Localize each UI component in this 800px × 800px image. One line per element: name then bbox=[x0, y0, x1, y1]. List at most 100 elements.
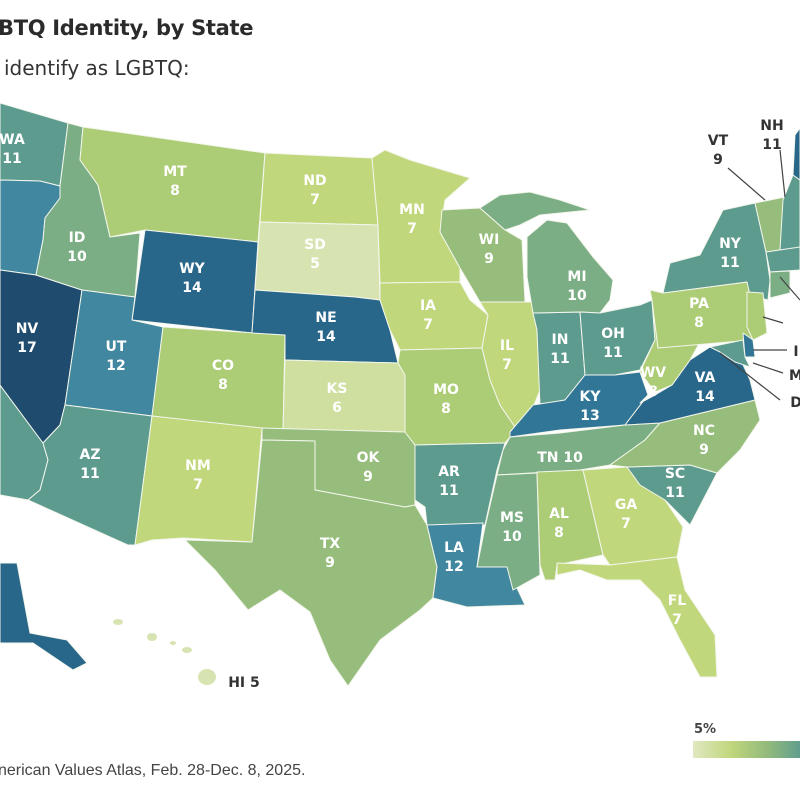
label-ne-abbr: NE bbox=[315, 310, 336, 326]
state-la[interactable] bbox=[426, 522, 526, 608]
label-la-abbr: LA bbox=[444, 540, 464, 556]
label-ia-abbr: IA bbox=[420, 298, 436, 314]
label-nv-abbr: NV bbox=[16, 321, 39, 337]
label-nm-abbr: NM bbox=[185, 458, 211, 474]
label-ga-value: 7 bbox=[621, 516, 631, 532]
label-pa-abbr: PA bbox=[689, 296, 709, 312]
cutoff-label: M bbox=[789, 368, 800, 384]
label-wy-value: 14 bbox=[182, 280, 202, 296]
label-wy-abbr: WY bbox=[179, 261, 205, 277]
state-fl[interactable] bbox=[556, 556, 718, 678]
source-note: nerican Values Atlas, Feb. 28-Dec. 8, 20… bbox=[0, 762, 306, 779]
label-nc-value: 9 bbox=[699, 442, 709, 458]
state-me[interactable] bbox=[792, 127, 800, 181]
label-ks-value: 6 bbox=[332, 400, 342, 416]
label-vt-value: 9 bbox=[713, 152, 723, 168]
label-wa-value: 11 bbox=[2, 151, 21, 167]
label-wi-value: 9 bbox=[484, 251, 494, 267]
state-hi[interactable] bbox=[198, 669, 216, 685]
label-ar-value: 11 bbox=[439, 483, 458, 499]
label-sd-value: 5 bbox=[310, 256, 320, 272]
label-al-abbr: AL bbox=[549, 506, 569, 522]
leader-line bbox=[779, 149, 786, 198]
label-ut-value: 12 bbox=[106, 358, 125, 374]
label-hi: HI 5 bbox=[228, 675, 260, 691]
label-ok-value: 9 bbox=[363, 469, 373, 485]
state-hi[interactable] bbox=[182, 647, 192, 653]
label-ks-abbr: KS bbox=[327, 381, 348, 397]
map-subtitle: identify as LGBTQ: bbox=[4, 56, 190, 80]
label-ms-value: 10 bbox=[502, 529, 522, 545]
label-oh-abbr: OH bbox=[601, 326, 625, 342]
label-co-abbr: CO bbox=[212, 358, 234, 374]
label-ny-value: 11 bbox=[720, 255, 739, 271]
label-id-value: 10 bbox=[67, 249, 87, 265]
label-la-value: 12 bbox=[444, 559, 463, 575]
label-wa-abbr: WA bbox=[0, 132, 25, 148]
label-az-abbr: AZ bbox=[80, 447, 101, 463]
label-il-value: 7 bbox=[502, 357, 512, 373]
state-nd[interactable] bbox=[259, 152, 379, 226]
legend-min-label: 5% bbox=[694, 722, 717, 737]
label-mo-abbr: MO bbox=[433, 382, 459, 398]
label-wi-abbr: WI bbox=[479, 232, 500, 248]
label-ok-abbr: OK bbox=[357, 450, 381, 466]
label-ny-abbr: NY bbox=[719, 236, 742, 252]
label-il-abbr: IL bbox=[500, 338, 514, 354]
state-ct[interactable] bbox=[769, 270, 791, 299]
label-va-value: 14 bbox=[695, 389, 715, 405]
map-title: BTQ Identity, by State bbox=[0, 16, 254, 40]
leader-line bbox=[762, 316, 784, 324]
label-nm-value: 7 bbox=[193, 477, 203, 493]
label-mt-value: 8 bbox=[170, 183, 180, 199]
label-tx-value: 9 bbox=[325, 555, 335, 571]
state-md[interactable] bbox=[709, 339, 751, 368]
state-nh[interactable] bbox=[779, 174, 800, 251]
label-ar-abbr: AR bbox=[438, 464, 460, 480]
label-mn-value: 7 bbox=[407, 221, 417, 237]
label-nh-value: 11 bbox=[762, 137, 781, 153]
state-ny[interactable] bbox=[662, 202, 771, 301]
cutoff-label: I bbox=[793, 344, 798, 360]
label-mn-abbr: MN bbox=[399, 202, 425, 218]
state-hi[interactable] bbox=[113, 619, 123, 625]
label-nv-value: 17 bbox=[17, 340, 36, 356]
legend-color-bar bbox=[693, 741, 800, 758]
state-nj[interactable] bbox=[746, 291, 768, 341]
leader-line bbox=[719, 352, 781, 401]
label-tn: TN 10 bbox=[537, 450, 583, 466]
state-tx[interactable] bbox=[184, 439, 438, 687]
label-nc-abbr: NC bbox=[693, 423, 715, 439]
state-mi[interactable] bbox=[526, 219, 614, 314]
label-va-abbr: VA bbox=[695, 370, 716, 386]
state-hi[interactable] bbox=[170, 641, 176, 645]
label-fl-abbr: FL bbox=[668, 593, 687, 609]
state-mi-upper[interactable] bbox=[479, 191, 591, 231]
label-mi-value: 10 bbox=[567, 288, 587, 304]
label-vt-abbr: VT bbox=[708, 133, 729, 149]
label-fl-value: 7 bbox=[672, 612, 682, 628]
label-sc-abbr: SC bbox=[665, 466, 685, 482]
leader-line bbox=[727, 167, 766, 201]
state-ia[interactable] bbox=[379, 281, 489, 351]
label-in-abbr: IN bbox=[552, 332, 569, 348]
state-nc[interactable] bbox=[609, 399, 761, 474]
label-ky-value: 13 bbox=[580, 408, 599, 424]
state-ak[interactable] bbox=[0, 562, 88, 671]
label-sc-value: 11 bbox=[665, 485, 684, 501]
label-tx-abbr: TX bbox=[320, 536, 341, 552]
label-oh-value: 11 bbox=[603, 345, 622, 361]
state-ma[interactable] bbox=[765, 246, 800, 273]
label-az-value: 11 bbox=[80, 466, 99, 482]
cutoff-label: D bbox=[790, 395, 800, 411]
label-ne-value: 14 bbox=[316, 329, 336, 345]
label-nd-abbr: ND bbox=[303, 173, 326, 189]
label-id-abbr: ID bbox=[69, 230, 86, 246]
label-mi-abbr: MI bbox=[567, 269, 586, 285]
label-ky-abbr: KY bbox=[580, 389, 602, 405]
state-hi[interactable] bbox=[147, 633, 157, 641]
label-wv-value: 8 bbox=[648, 384, 658, 400]
label-ms-abbr: MS bbox=[500, 510, 524, 526]
leader-line bbox=[752, 362, 784, 374]
